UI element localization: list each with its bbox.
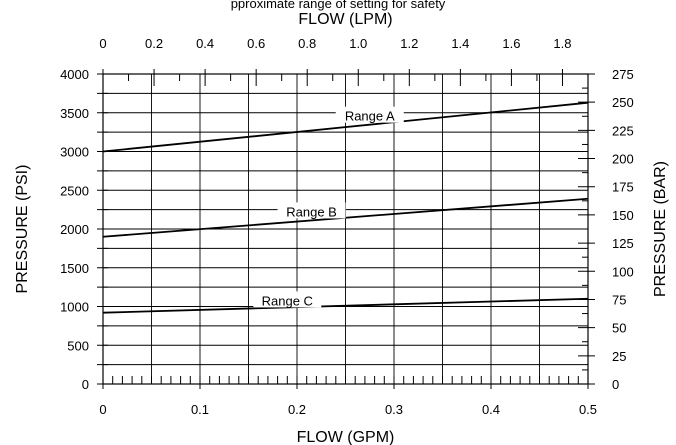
y-tick-label: 3500 [60,106,89,121]
series-label: Range C [262,293,313,308]
y-tick-label: 1500 [60,261,89,276]
y2-tick-label: 100 [612,264,634,279]
y2-tick-label: 50 [612,321,626,336]
x-tick-label: 0.4 [482,402,500,417]
x2-tick-label: 0 [99,36,106,51]
x2-tick-label: 0.8 [298,36,316,51]
x2-tick-label: 0.2 [145,36,163,51]
y2-axis-title: PRESSURE (BAR) [652,161,669,297]
y-tick-label: 2000 [60,222,89,237]
y2-tick-label: 225 [612,123,634,138]
y-tick-label: 2500 [60,183,89,198]
y-tick-label: 1000 [60,300,89,315]
x-tick-label: 0.1 [191,402,209,417]
series-label: Range B [286,204,337,219]
x2-tick-label: 1.4 [451,36,469,51]
x-tick-label: 0 [99,402,106,417]
y2-tick-label: 0 [612,377,619,392]
y2-tick-label: 275 [612,67,634,82]
y-tick-label: 500 [67,338,89,353]
y2-tick-label: 200 [612,152,634,167]
y-tick-label: 3000 [60,145,89,160]
series-label-background [335,106,404,123]
y2-tick-label: 25 [612,349,626,364]
x-tick-label: 0.3 [385,402,403,417]
plot-frame [102,73,589,385]
x2-axis-title: FLOW (LPM) [298,11,392,28]
x2-tick-label: 1.6 [502,36,520,51]
tick-labels: 0 0.1 0.2 0.3 0.4 0.5 0 0.2 0.4 0.6 0.8 1.0 1.2 1.4 1.… [60,36,634,417]
y2-tick-label: 175 [612,180,634,195]
x2-tick-label: 1.8 [553,36,571,51]
series-line [102,297,589,314]
x2-tick-label: 1.0 [349,36,367,51]
series-label-background [277,202,346,219]
series-label: Range A [345,109,395,124]
series-label-background [253,291,322,308]
y2-tick-label: 75 [612,292,626,307]
y-tick-label: 4000 [60,67,89,82]
y-tick-label: 0 [82,377,89,392]
x2-tick-label: 1.2 [400,36,418,51]
header-fragment: pproximate range of setting for safety [231,0,446,11]
x2-tick-label: 0.4 [196,36,214,51]
y2-tick-label: 150 [612,208,634,223]
series-lines: Range A Range B Range C [102,101,589,314]
series-line [102,101,589,153]
y-axis-title: PRESSURE (PSI) [14,165,31,294]
y2-tick-label: 125 [612,236,634,251]
y2-tick-label: 250 [612,95,634,110]
x-axis-title: FLOW (GPM) [297,429,395,445]
x2-tick-label: 0.6 [247,36,265,51]
x-tick-label: 0.5 [579,402,597,417]
x-tick-label: 0.2 [288,402,306,417]
